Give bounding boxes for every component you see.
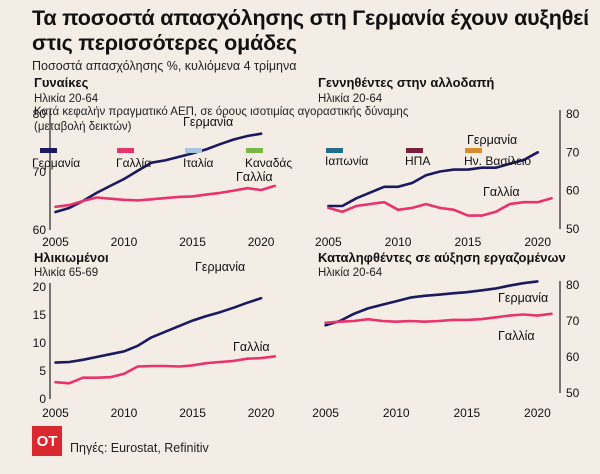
legend-swatch xyxy=(40,148,57,153)
series-annotation: Γερμανία xyxy=(467,133,517,147)
panel-subtitle: Ηλικία 65-69 xyxy=(34,267,98,279)
legend-swatch xyxy=(465,148,482,153)
overlay-note: Κατά κεφαλήν πραγματικό ΑΕΠ, σε όρους ισ… xyxy=(32,106,531,170)
x-tick-label: 2015 xyxy=(179,406,206,420)
x-tick-label: 2010 xyxy=(111,406,138,420)
panel-title: Καταληφθέντες σε αύξηση εργαζομένων xyxy=(318,250,566,265)
x-tick-label: 2020 xyxy=(248,406,275,420)
y-tick-label: 70 xyxy=(566,145,580,159)
legend-swatch xyxy=(406,148,423,153)
overlay-line-2: (μεταβολή δεικτών) xyxy=(34,121,132,133)
germany-series-line xyxy=(54,132,263,214)
series-annotation: Γαλλία xyxy=(483,185,520,199)
legend-label: Καναδάς xyxy=(245,156,292,170)
x-tick-label: 2020 xyxy=(524,406,551,420)
legend-label: Ιταλία xyxy=(183,156,214,170)
france-series-line xyxy=(54,355,277,385)
legend-swatch xyxy=(117,148,134,153)
legend-label: Ην. Βασίλειο xyxy=(464,154,531,168)
series-annotation: Γαλλία xyxy=(236,170,273,184)
legend-label: ΗΠΑ xyxy=(405,154,430,168)
source-note: Πηγές: Eurostat, Refinitiv xyxy=(70,441,209,455)
x-tick-label: 2005 xyxy=(42,235,69,249)
france-series-line xyxy=(54,184,277,209)
y-tick-label: 70 xyxy=(33,165,47,179)
y-tick-label: 15 xyxy=(33,308,47,322)
x-tick-label: 2010 xyxy=(385,235,412,249)
x-tick-label: 2020 xyxy=(248,235,275,249)
y-tick-label: 70 xyxy=(566,314,580,328)
panel-title: Γεννηθέντες στην αλλοδαπή xyxy=(318,75,494,90)
panel-subtitle: Ηλικία 20-64 xyxy=(34,93,99,105)
germany-series-line xyxy=(327,151,540,208)
x-tick-label: 2010 xyxy=(111,235,138,249)
y-tick-label: 80 xyxy=(33,107,47,121)
y-tick-label: 60 xyxy=(33,223,47,237)
legend-swatch xyxy=(326,148,343,153)
y-tick-label: 80 xyxy=(566,107,580,121)
brand-logo: OT xyxy=(32,426,62,456)
series-annotation: Γερμανία xyxy=(498,291,548,305)
series-annotation: Γαλλία xyxy=(233,340,270,354)
x-tick-label: 2015 xyxy=(455,235,482,249)
y-tick-label: 5 xyxy=(39,364,46,378)
y-tick-label: 50 xyxy=(566,222,580,236)
y-tick-label: 10 xyxy=(33,336,47,350)
chart-title: Τα ποσοστά απασχόλησης στη Γερμανία έχου… xyxy=(32,6,589,55)
x-tick-label: 2005 xyxy=(42,406,69,420)
legend-label: Γερμανία xyxy=(32,156,80,170)
y-tick-label: 50 xyxy=(566,386,580,400)
chart-panel-4: Καταληφθέντες σε αύξηση εργαζομένων Ηλικί… xyxy=(312,250,579,420)
france-series-line xyxy=(327,197,553,217)
x-tick-label: 2015 xyxy=(453,406,480,420)
overlay-line-1: Κατά κεφαλήν πραγματικό ΑΕΠ, σε όρους ισ… xyxy=(34,106,409,118)
panel-title: Γυναίκες xyxy=(34,75,89,90)
series-annotation: Γαλλία xyxy=(498,329,535,343)
y-tick-label: 60 xyxy=(566,350,580,364)
panel-subtitle: Ηλικία 20-64 xyxy=(318,93,383,105)
x-tick-label: 2005 xyxy=(315,235,342,249)
legend-swatch xyxy=(185,148,202,153)
legend-label: Ιαπωνία xyxy=(325,154,368,168)
y-tick-label: 20 xyxy=(33,280,47,294)
panel-subtitle: Ηλικία 20-64 xyxy=(318,267,383,279)
x-tick-label: 2010 xyxy=(383,406,410,420)
legend-label: Γαλλία xyxy=(116,156,151,170)
y-tick-label: 80 xyxy=(566,278,580,292)
y-tick-label: 0 xyxy=(39,392,46,406)
x-tick-label: 2015 xyxy=(179,235,206,249)
y-tick-label: 60 xyxy=(566,184,580,198)
chart-subtitle: Ποσοστά απασχόλησης %, κυλιόμενα 4 τρίμη… xyxy=(32,59,297,73)
series-annotation: Γερμανία xyxy=(183,115,233,129)
chart-panel-2: Γεννηθέντες στην αλλοδαπή Ηλικία 20-64 80 7… xyxy=(315,75,580,249)
x-tick-label: 2020 xyxy=(524,235,551,249)
panel-title: Ηλικιωμένοι xyxy=(34,250,109,265)
legend-swatch xyxy=(246,148,263,153)
series-annotation: Γερμανία xyxy=(195,260,245,274)
germany-series-line xyxy=(54,296,263,364)
france-series-line xyxy=(324,312,553,325)
x-tick-label: 2005 xyxy=(312,406,339,420)
germany-series-line xyxy=(324,280,539,327)
